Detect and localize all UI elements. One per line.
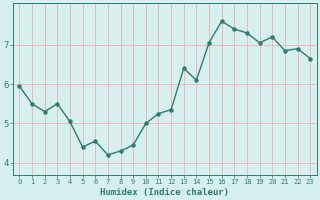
X-axis label: Humidex (Indice chaleur): Humidex (Indice chaleur) [100, 188, 229, 197]
